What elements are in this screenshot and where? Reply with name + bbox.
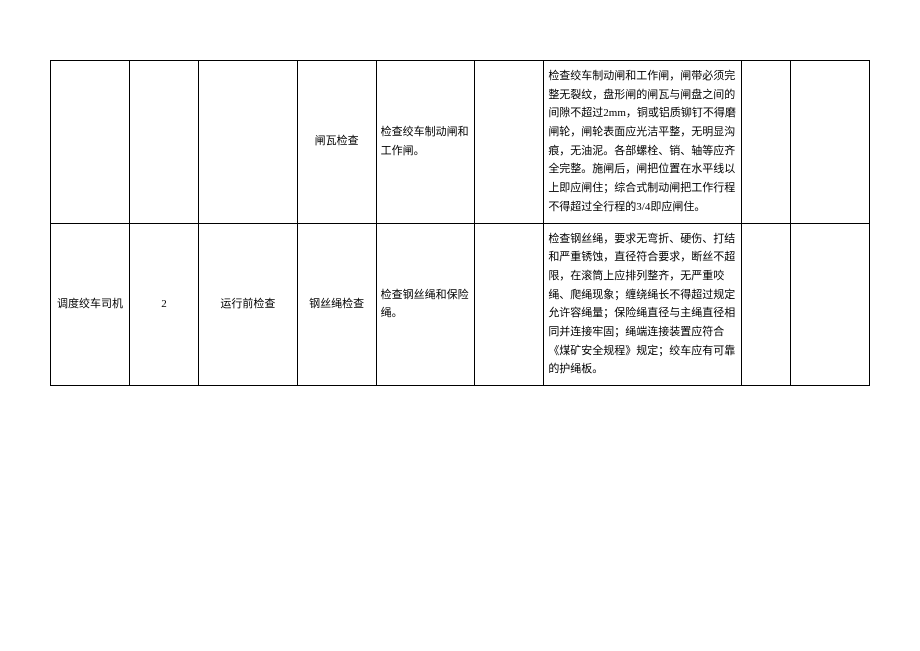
cell-blank [790,61,869,224]
cell-phase [199,61,298,224]
cell-role [51,61,130,224]
cell-item: 钢丝绳检查 [297,223,376,386]
cell-item: 闸瓦检查 [297,61,376,224]
cell-num: 2 [129,223,198,386]
cell-blank [741,61,790,224]
table-row: 调度绞车司机 2 运行前检查 钢丝绳检查 检查钢丝绳和保险绳。 检查钢丝绳，要求… [51,223,870,386]
inspection-table: 闸瓦检查 检查绞车制动闸和工作闸。 检查绞车制动闸和工作闸，闸带必须完整无裂纹，… [50,60,870,386]
cell-standard: 检查绞车制动闸和工作闸，闸带必须完整无裂纹，盘形闸的闸瓦与闸盘之间的间隙不超过2… [544,61,741,224]
cell-num [129,61,198,224]
cell-phase: 运行前检查 [199,223,298,386]
cell-blank [475,223,544,386]
cell-blank [475,61,544,224]
cell-desc: 检查钢丝绳和保险绳。 [376,223,475,386]
cell-blank [741,223,790,386]
cell-desc: 检查绞车制动闸和工作闸。 [376,61,475,224]
cell-role: 调度绞车司机 [51,223,130,386]
cell-blank [790,223,869,386]
cell-standard: 检查钢丝绳，要求无弯折、硬伤、打结和严重锈蚀，直径符合要求，断丝不超限，在滚筒上… [544,223,741,386]
table-row: 闸瓦检查 检查绞车制动闸和工作闸。 检查绞车制动闸和工作闸，闸带必须完整无裂纹，… [51,61,870,224]
